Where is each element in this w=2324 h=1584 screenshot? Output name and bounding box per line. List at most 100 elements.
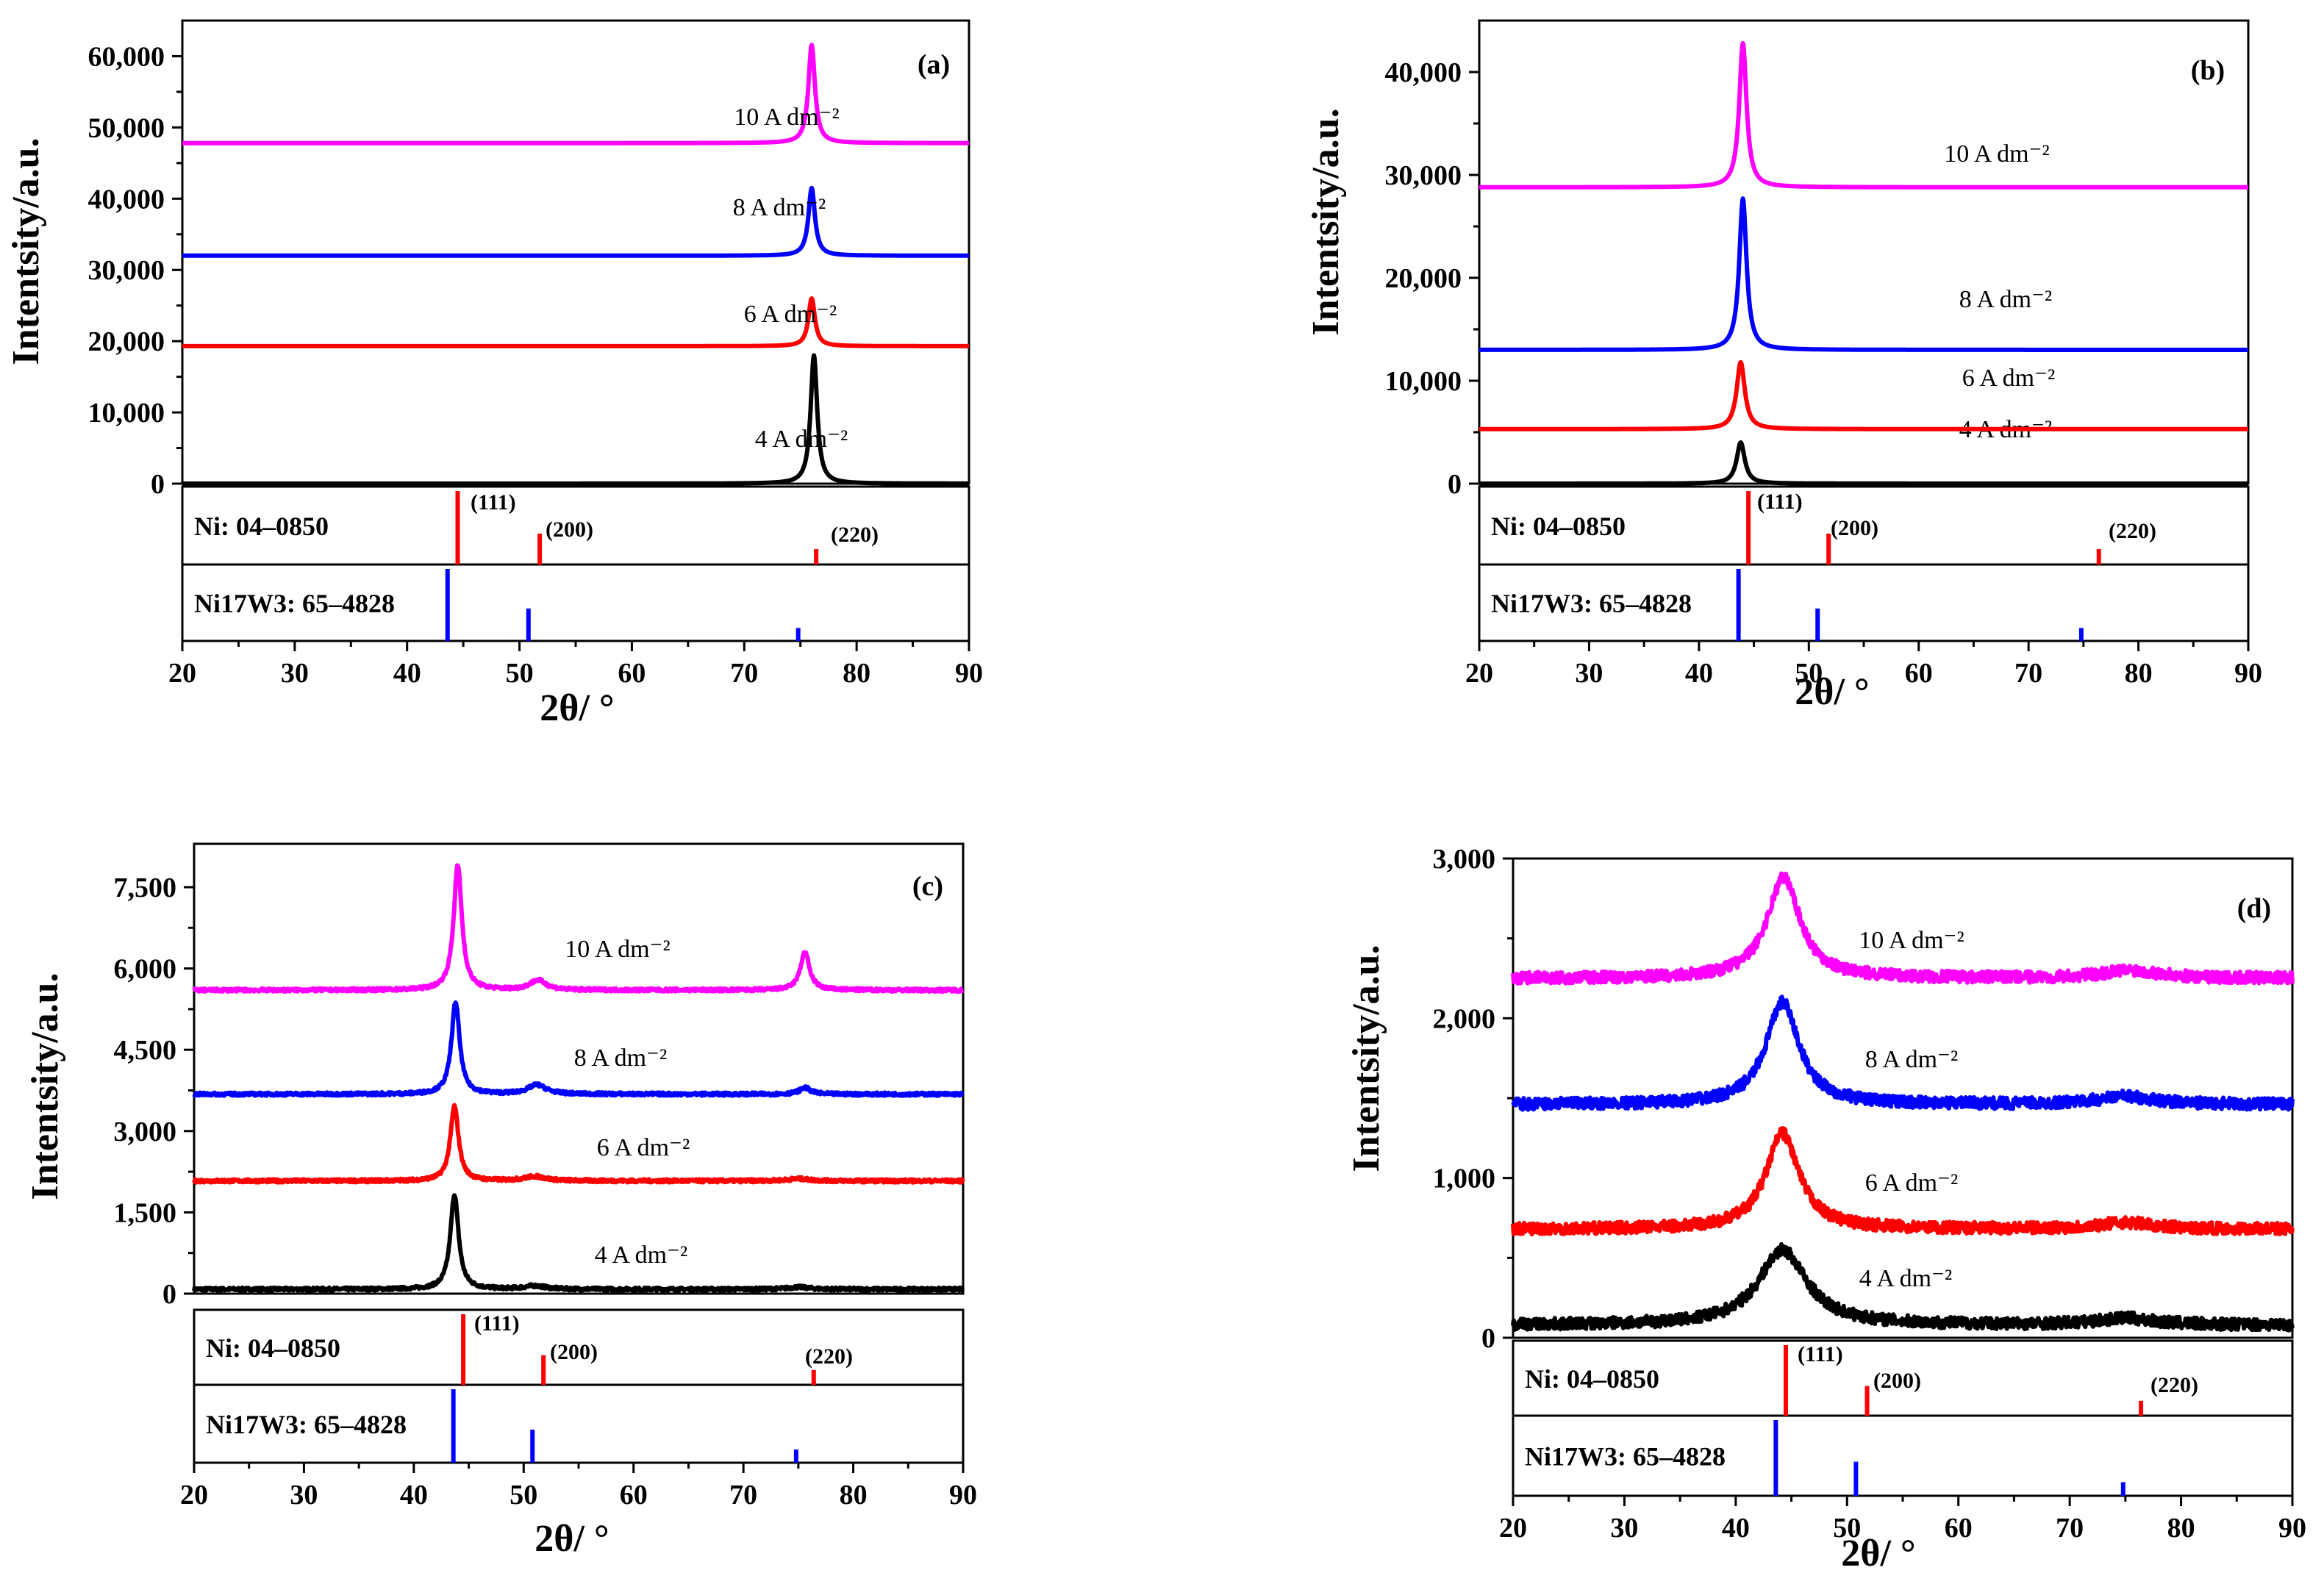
series-line [1477, 40, 2250, 190]
y-axis-title: Intentsity/a.u. [5, 137, 47, 365]
y-tick-label: 0 [151, 469, 165, 500]
y-tick-label: 10,000 [1385, 366, 1462, 397]
reference-label: Ni: 04–0850 [1491, 512, 1626, 541]
y-axis-title: Intentsity/a.u. [24, 972, 66, 1200]
x-tick-label: 60 [1905, 658, 1933, 689]
y-tick-label: 0 [1481, 1323, 1495, 1354]
reference-label: Ni17W3: 65–4828 [1525, 1442, 1726, 1472]
x-tick-label: 70 [2056, 1513, 2084, 1544]
y-tick-label: 40,000 [1385, 57, 1462, 88]
series-label: 10 A dm⁻² [1859, 927, 1964, 954]
y-tick-label: 10,000 [88, 398, 165, 429]
x-tick-label: 30 [1575, 658, 1603, 689]
x-tick-label: 20 [168, 658, 196, 689]
y-tick-label: 60,000 [88, 41, 165, 72]
y-tick-label: 7,500 [114, 872, 177, 903]
hkl-label: (220) [831, 523, 879, 547]
series-line [1511, 1126, 2295, 1237]
series-label: 4 A dm⁻² [755, 426, 848, 453]
reference-label: Ni17W3: 65–4828 [194, 589, 395, 618]
x-tick-label: 20 [1499, 1513, 1527, 1544]
x-tick-label: 90 [949, 1480, 977, 1510]
series-label: 4 A dm⁻² [595, 1241, 687, 1269]
series-label: 8 A dm⁻² [1865, 1046, 1958, 1073]
hkl-label: (111) [1757, 490, 1803, 514]
hkl-label: (200) [546, 517, 593, 542]
plot-frame [193, 842, 965, 1295]
x-tick-label: 50 [1833, 1513, 1861, 1544]
x-tick-label: 80 [2167, 1513, 2195, 1544]
x-tick-label: 80 [2125, 658, 2153, 689]
hkl-label: (200) [550, 1340, 598, 1364]
panel-tag: (c) [912, 871, 943, 902]
panel-c: 0 1,500 3,000 4,500 6,000 7,500 20 30 40 50 60 70 80… [24, 842, 977, 1560]
panel-tag: (a) [918, 49, 950, 80]
y-tick-label: 20,000 [88, 326, 165, 357]
x-tick-label: 30 [1610, 1513, 1638, 1544]
series-label: 8 A dm⁻² [574, 1044, 667, 1072]
x-axis-title: 2θ/ ° [1795, 671, 1869, 713]
panel-tag: (d) [2237, 893, 2271, 924]
reference-label: Ni17W3: 65–4828 [206, 1410, 407, 1439]
reference-label: Ni: 04–0850 [206, 1333, 340, 1363]
x-tick-label: 90 [2234, 658, 2262, 689]
y-tick-label: 6,000 [114, 954, 177, 985]
x-tick-label: 60 [1945, 1513, 1973, 1544]
series-label: 6 A dm⁻² [1865, 1169, 1958, 1197]
x-axis-title: 2θ/ ° [534, 1518, 609, 1560]
series-line [192, 863, 965, 995]
series-line [180, 185, 971, 258]
series-line [180, 296, 971, 348]
series-label: 8 A dm⁻² [1959, 286, 2052, 313]
y-axis-title: Intentsity/a.u. [1305, 108, 1347, 335]
y-axis-title: Intentsity/a.u. [1345, 945, 1387, 1172]
series-line [1511, 995, 2295, 1112]
y-tick-label: 4,500 [114, 1035, 177, 1066]
y-tick-label: 50,000 [88, 112, 165, 143]
y-tick-label: 0 [1448, 469, 1462, 500]
series-label: 8 A dm⁻² [733, 194, 826, 221]
series-label: 4 A dm⁻² [1859, 1265, 1952, 1292]
hkl-label: (220) [2150, 1373, 2198, 1397]
reference-label: Ni: 04–0850 [1525, 1364, 1659, 1394]
y-tick-label: 3,000 [114, 1117, 177, 1147]
hkl-label: (200) [1873, 1369, 1921, 1393]
series-line [180, 353, 971, 486]
x-tick-label: 40 [400, 1480, 428, 1510]
x-tick-label: 40 [1685, 658, 1713, 689]
series-line [192, 1103, 965, 1185]
x-tick-label: 30 [290, 1480, 318, 1510]
series-label: 6 A dm⁻² [744, 301, 837, 328]
x-tick-label: 40 [393, 658, 421, 689]
x-tick-label: 80 [843, 658, 870, 689]
y-tick-label: 20,000 [1385, 263, 1462, 294]
series-line [1477, 359, 2250, 431]
reference-label: Ni: 04–0850 [194, 512, 329, 541]
series-label: 10 A dm⁻² [1944, 140, 2049, 168]
panel-b: 0 10,000 20,000 30,000 40,000 20 30 40 50 60 70 80 9… [1305, 19, 2262, 713]
series-line [180, 43, 971, 146]
y-tick-label: 1,000 [1433, 1164, 1496, 1194]
y-tick-label: 30,000 [1385, 160, 1462, 191]
x-tick-label: 40 [1722, 1513, 1750, 1544]
series-line [1477, 440, 2250, 486]
plot-frame [1478, 19, 2250, 485]
x-tick-label: 60 [618, 658, 646, 689]
x-tick-label: 30 [281, 658, 309, 689]
hkl-label: (220) [2109, 519, 2156, 543]
y-tick-label: 30,000 [88, 255, 165, 286]
x-tick-label: 90 [2278, 1513, 2306, 1544]
reference-label: Ni17W3: 65–4828 [1491, 589, 1692, 618]
series-label: 10 A dm⁻² [565, 936, 670, 963]
series-label: 10 A dm⁻² [734, 104, 839, 131]
x-tick-label: 70 [729, 1480, 757, 1510]
series-line [192, 1000, 965, 1098]
series-line [1511, 871, 2295, 986]
panel-d: 0 1,000 2,000 3,000 20 30 40 50 60 70 80 90 Intentsi… [1345, 844, 2306, 1574]
y-tick-label: 40,000 [88, 184, 165, 215]
x-axis-title: 2θ/ ° [1841, 1533, 1915, 1574]
y-tick-label: 1,500 [114, 1197, 177, 1228]
x-tick-label: 50 [1795, 658, 1823, 689]
series-label: 6 A dm⁻² [1962, 365, 2055, 392]
